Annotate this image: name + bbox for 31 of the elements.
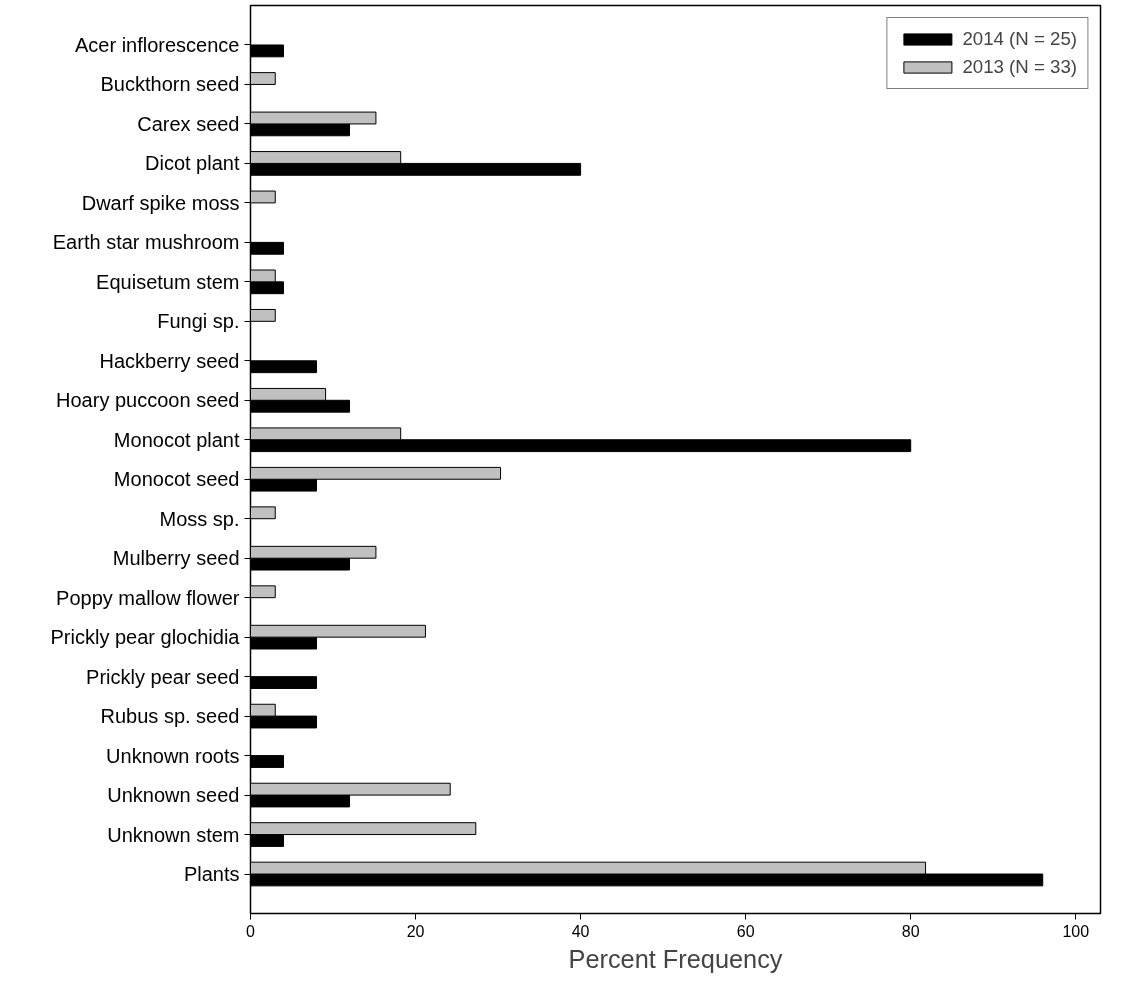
y-tick-label: Mulberry seed bbox=[112, 547, 240, 570]
y-tick-label: Unknown roots bbox=[106, 744, 240, 767]
y-tick-label: Dicot plant bbox=[145, 152, 240, 175]
y-tick-label: Plants bbox=[183, 863, 240, 886]
y-tick-label: Prickly pear seed bbox=[86, 665, 240, 688]
y-tick-label: Carex seed bbox=[137, 112, 240, 135]
legend-label: 2013 (N = 33) bbox=[962, 56, 1077, 78]
y-tick-label: Equisetum stem bbox=[96, 270, 240, 293]
x-tick-label: 20 bbox=[406, 922, 425, 940]
y-tick-label: Monocot seed bbox=[113, 468, 240, 491]
y-tick-label: Moss sp. bbox=[159, 507, 240, 530]
y-tick-label: Unknown seed bbox=[107, 784, 240, 807]
y-tick-label: Acer inflorescence bbox=[74, 33, 240, 56]
y-tick-label: Rubus sp. seed bbox=[100, 705, 240, 728]
x-tick-label: 80 bbox=[901, 922, 920, 940]
legend-label: 2014 (N = 25) bbox=[962, 28, 1077, 50]
y-tick-label: Hoary puccoon seed bbox=[56, 389, 240, 412]
x-tick-label: 60 bbox=[736, 922, 755, 940]
x-tick-label: 100 bbox=[1062, 922, 1090, 940]
y-tick-label: Monocot plant bbox=[113, 428, 240, 451]
y-tick-label: Earth star mushroom bbox=[52, 231, 240, 254]
y-tick-label: Dwarf spike moss bbox=[81, 191, 240, 214]
y-tick-label: Hackberry seed bbox=[99, 349, 240, 372]
y-tick-label: Buckthorn seed bbox=[100, 73, 240, 96]
x-axis-title: Percent Frequency bbox=[568, 944, 783, 973]
y-tick-label: Unknown stem bbox=[107, 823, 240, 846]
x-tick-label: 40 bbox=[571, 922, 590, 940]
y-tick-label: Prickly pear glochidia bbox=[50, 626, 241, 649]
y-tick-label: Poppy mallow flower bbox=[56, 586, 240, 609]
x-tick-label: 0 bbox=[246, 922, 256, 940]
y-tick-label: Fungi sp. bbox=[157, 310, 240, 333]
